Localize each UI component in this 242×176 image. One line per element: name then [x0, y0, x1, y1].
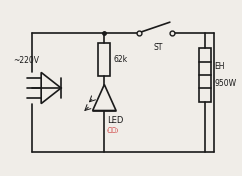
Text: EH: EH [214, 62, 225, 71]
Text: LED: LED [107, 116, 123, 125]
Text: (指示): (指示) [107, 128, 119, 133]
Text: ~220V: ~220V [13, 56, 39, 65]
Bar [199, 48, 211, 102]
Text: 950W: 950W [214, 79, 236, 88]
Text: ST: ST [153, 43, 163, 52]
Bar [98, 43, 110, 76]
Text: 62k: 62k [114, 55, 128, 64]
